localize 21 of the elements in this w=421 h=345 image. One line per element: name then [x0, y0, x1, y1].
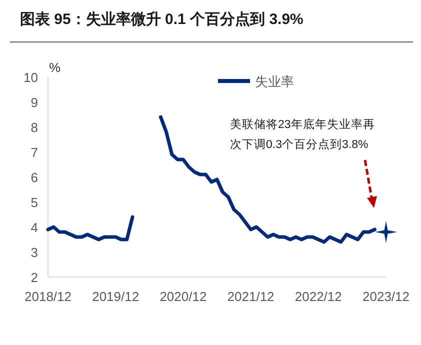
y-tick-label: 8	[30, 120, 38, 135]
x-tick-label: 2022/12	[294, 289, 342, 304]
y-tick-label: 6	[30, 170, 38, 185]
y-tick-label: 4	[30, 220, 38, 235]
x-tick-label: 2018/12	[24, 289, 72, 304]
y-tick-label: 3	[30, 245, 38, 260]
annotation: 次下调0.3个百分点到3.8%	[230, 139, 368, 151]
y-tick-label: 10	[24, 70, 38, 85]
annotation: 美联储将23年底年失业率再	[230, 119, 375, 131]
x-tick-label: 2020/12	[160, 289, 207, 304]
x-tick-label: 2023/12	[362, 289, 410, 304]
x-tick-label: 2021/12	[227, 289, 274, 304]
y-tick-label: 5	[30, 195, 38, 210]
chart-title: 图表 95：失业率微升 0.1 个百分点到 3.9%	[20, 10, 304, 28]
x-tick-label: 2019/12	[92, 289, 140, 304]
y-axis-title: %	[49, 60, 61, 75]
legend-label: 失业率	[255, 74, 294, 89]
legend: 失业率	[218, 74, 294, 89]
y-tick-label: 7	[30, 145, 38, 160]
y-tick-label: 2	[30, 270, 38, 285]
y-tick-label: 9	[30, 95, 38, 110]
